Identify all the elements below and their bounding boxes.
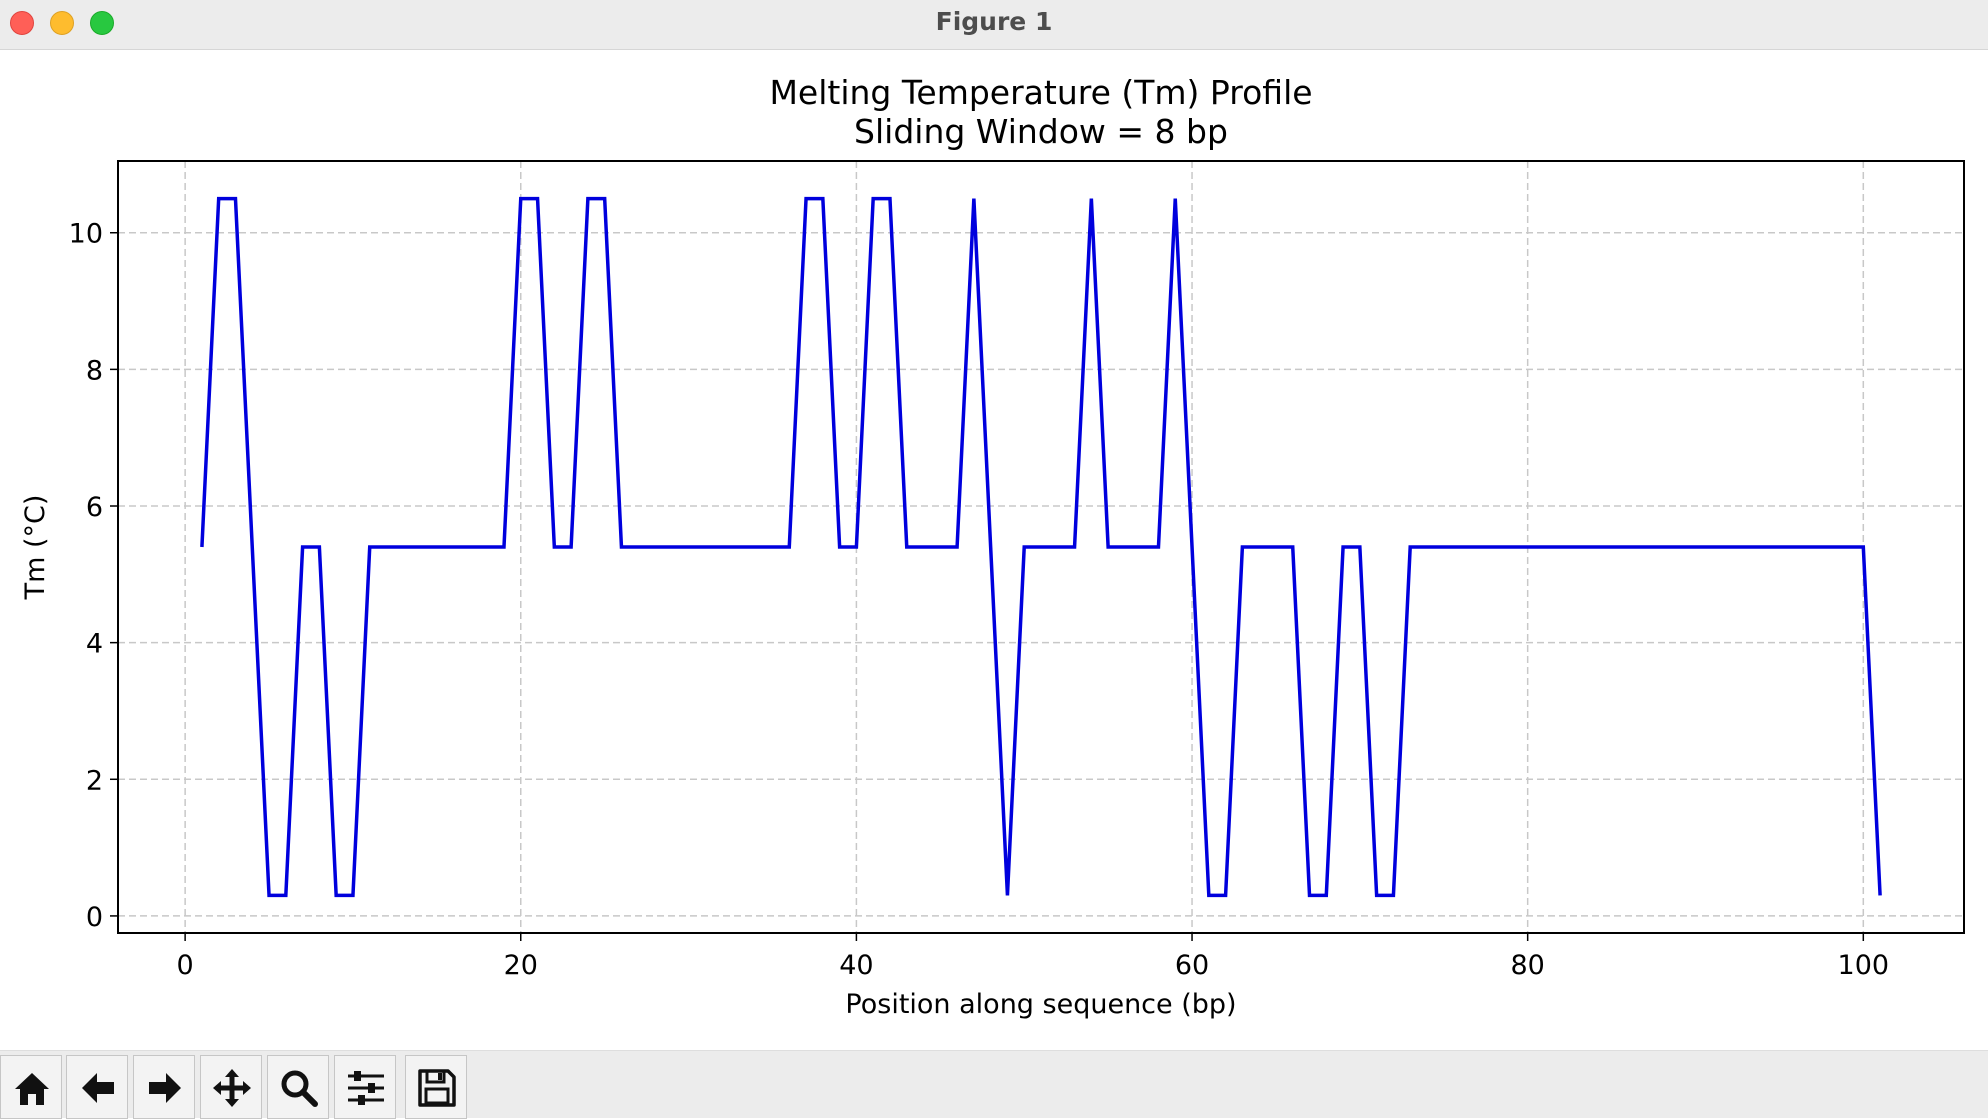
y-tick-label: 10 xyxy=(69,219,103,250)
y-tick-label: 4 xyxy=(86,629,103,660)
close-window-button[interactable] xyxy=(10,11,34,35)
home-icon xyxy=(15,1073,49,1105)
y-axis-label: Tm (°C) xyxy=(20,495,51,601)
chart-subtitle: Sliding Window = 8 bp xyxy=(854,112,1228,151)
floppy-disk-icon xyxy=(418,1069,456,1107)
save-button[interactable] xyxy=(405,1055,467,1119)
chart-title: Melting Temperature (Tm) Profile xyxy=(769,73,1312,112)
move-icon xyxy=(213,1069,251,1107)
figure-canvas[interactable]: 0 20 40 60 80 100 0 2 4 6 8 10 Melting Temperature … xyxy=(0,50,1988,1050)
title-bar: Figure 1 xyxy=(0,0,1988,50)
x-tick-label: 40 xyxy=(839,950,873,981)
back-button[interactable] xyxy=(66,1055,128,1119)
navigation-toolbar xyxy=(0,1050,1988,1119)
tm-series-line xyxy=(200,196,1882,898)
window-title: Figure 1 xyxy=(935,7,1053,36)
zoom-button[interactable] xyxy=(267,1055,329,1119)
axes-frame xyxy=(117,160,1965,934)
pan-button[interactable] xyxy=(200,1055,262,1119)
ticks: 0 20 40 60 80 100 0 2 4 6 8 10 xyxy=(69,219,1889,981)
zoom-window-button[interactable] xyxy=(90,11,114,35)
x-tick-label: 0 xyxy=(177,950,194,981)
arrow-right-icon xyxy=(149,1073,181,1103)
magnifier-icon xyxy=(281,1070,318,1107)
data-layer xyxy=(200,196,1882,898)
x-tick-label: 60 xyxy=(1175,950,1209,981)
y-tick-label: 2 xyxy=(86,765,103,796)
x-axis-label: Position along sequence (bp) xyxy=(845,989,1236,1020)
chart: 0 20 40 60 80 100 0 2 4 6 8 10 Melting Temperature … xyxy=(20,73,1965,1020)
configure-subplots-button[interactable] xyxy=(334,1055,396,1119)
x-tick-label: 20 xyxy=(504,950,538,981)
home-button[interactable] xyxy=(0,1055,62,1119)
minimize-window-button[interactable] xyxy=(50,11,74,35)
x-tick-label: 80 xyxy=(1510,950,1544,981)
y-tick-label: 8 xyxy=(86,355,103,386)
y-tick-label: 6 xyxy=(86,492,103,523)
sliders-icon xyxy=(348,1071,384,1105)
y-tick-label: 0 xyxy=(86,902,103,933)
forward-button[interactable] xyxy=(133,1055,195,1119)
x-tick-label: 100 xyxy=(1838,950,1890,981)
arrow-left-icon xyxy=(82,1073,114,1103)
